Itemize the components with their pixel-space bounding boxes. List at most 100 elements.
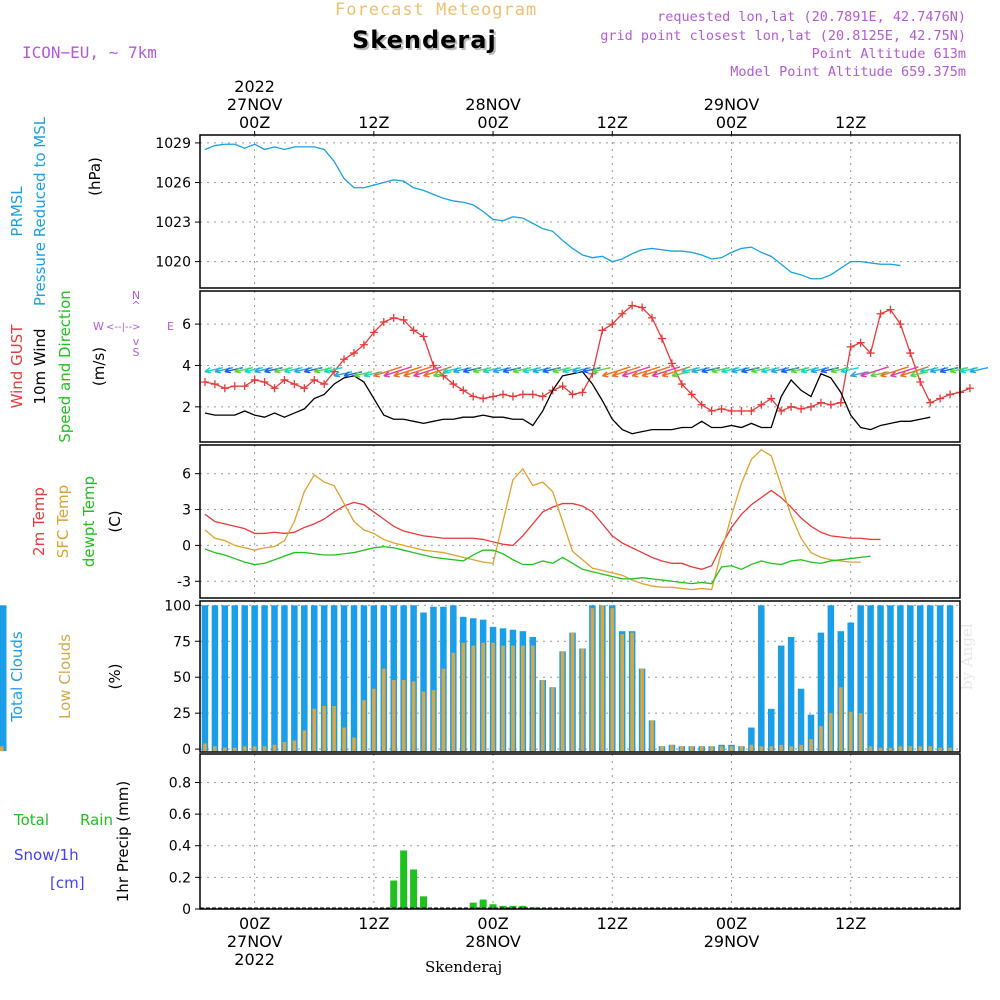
gust-point: [598, 326, 607, 335]
total-cloud-bar: [420, 612, 427, 752]
total-cloud-bar: [370, 605, 378, 752]
gust-point: [687, 390, 696, 399]
y-tick-label: 1029: [155, 136, 191, 152]
total-cloud-bar: [926, 605, 934, 752]
precip-axis-label: 1hr Precip (mm): [114, 781, 132, 902]
gust-point: [926, 398, 935, 407]
gust-point: [558, 382, 567, 391]
low-cloud-bar: [729, 746, 734, 752]
low-cloud-bar: [401, 680, 406, 752]
low-cloud-bar: [838, 687, 843, 752]
gust-point: [528, 390, 537, 399]
total-cloud-bar: [320, 605, 328, 752]
pressure-panel-frame: [199, 134, 961, 289]
wind-direction-arrow: [631, 366, 661, 378]
y-tick-label: 0.4: [169, 839, 191, 855]
low-cloud-bar: [242, 746, 247, 752]
gust-point: [429, 361, 438, 370]
gust-point: [449, 380, 458, 389]
low-cloud-bar: [699, 746, 704, 752]
low-cloud-bar: [709, 746, 714, 752]
snow-unit-label: [cm]: [50, 874, 85, 892]
gust-point: [320, 380, 329, 389]
total-cloud-bar: [301, 605, 308, 752]
low-cloud-bar: [878, 747, 883, 752]
panel-side-label: 2m Temp: [30, 487, 48, 556]
low-cloud-bar: [441, 668, 446, 752]
total-cloud-bar: [907, 605, 914, 752]
panel-side-label: Total Clouds: [8, 631, 26, 723]
gust-point: [896, 320, 905, 329]
gust-point: [906, 349, 915, 358]
compass-arrow-s: v: [133, 335, 140, 348]
location-title: Skenderaj: [352, 26, 497, 54]
wind-panel-frame: [199, 290, 961, 443]
low-cloud-bar: [272, 744, 277, 752]
gust-point: [965, 384, 974, 393]
gust-point: [618, 309, 627, 318]
gust-point: [757, 400, 766, 409]
total-cloud-bar: [817, 632, 825, 752]
panel-side-label: (m/s): [90, 347, 108, 386]
compass-horizontal: <--|-->: [106, 322, 141, 333]
low-cloud-bar: [282, 741, 287, 752]
low-cloud-bar: [610, 608, 615, 752]
total-cloud-bar: [0, 605, 7, 752]
wind-direction-arrow: [890, 366, 919, 378]
compass-arrow-n: ^: [131, 299, 140, 312]
low-cloud-bar: [868, 746, 873, 752]
low-cloud-bar: [799, 744, 803, 752]
gust-point: [379, 318, 388, 327]
rain-bar: [410, 869, 418, 909]
low-cloud-bar: [381, 668, 386, 752]
total-cloud-bar: [887, 605, 894, 752]
gust-point: [230, 382, 239, 391]
gust-point: [479, 394, 488, 403]
total-cloud-bar: [946, 605, 954, 752]
bottom-time-label: 00Z: [477, 914, 508, 933]
total-cloud-bar: [291, 605, 298, 752]
gust-point: [459, 386, 468, 395]
low-cloud-bar: [352, 737, 356, 752]
total-label: Total: [13, 811, 49, 829]
low-cloud-bar: [232, 747, 237, 752]
compass-n: N: [132, 289, 140, 302]
gust-point: [866, 349, 875, 358]
bottom-time-label: 29NOV: [704, 932, 760, 951]
dewpt-temp-line: [204, 545, 871, 585]
low-cloud-bar: [481, 642, 485, 752]
gust-point: [310, 375, 319, 384]
low-cloud-bar: [888, 747, 893, 752]
gust-point: [499, 390, 508, 399]
low-cloud-bar: [650, 720, 654, 752]
gust-point: [767, 394, 776, 403]
y-tick-label: 50: [173, 670, 191, 686]
top-time-label: 12Z: [597, 113, 628, 132]
total-cloud-bar: [917, 605, 924, 752]
y-tick-label: 1023: [155, 215, 191, 231]
gust-point: [220, 384, 229, 393]
y-tick-label: 0: [182, 742, 191, 758]
wind-direction-arrow: [393, 366, 422, 378]
gust-point: [568, 390, 577, 399]
y-tick-label: 25: [173, 706, 191, 722]
y-tick-label: -3: [177, 574, 191, 590]
total-cloud-bar: [797, 688, 805, 752]
gust-point: [340, 355, 349, 364]
gust-point: [200, 378, 209, 387]
gust-point: [270, 384, 279, 393]
low-cloud-bar: [600, 605, 605, 752]
rain-bar: [479, 899, 487, 909]
total-cloud-bar: [827, 605, 835, 752]
total-cloud-bar: [261, 605, 268, 752]
gust-point: [419, 332, 428, 341]
10m-wind-line: [204, 370, 931, 435]
gust-point: [349, 349, 358, 358]
wind-direction-arrow: [840, 366, 859, 374]
rain-bar: [509, 905, 517, 909]
total-cloud-bar: [400, 605, 407, 752]
low-cloud-bar: [471, 645, 476, 752]
low-cloud-bar: [689, 746, 694, 752]
gust-point: [727, 406, 736, 415]
total-cloud-bar: [936, 605, 944, 752]
